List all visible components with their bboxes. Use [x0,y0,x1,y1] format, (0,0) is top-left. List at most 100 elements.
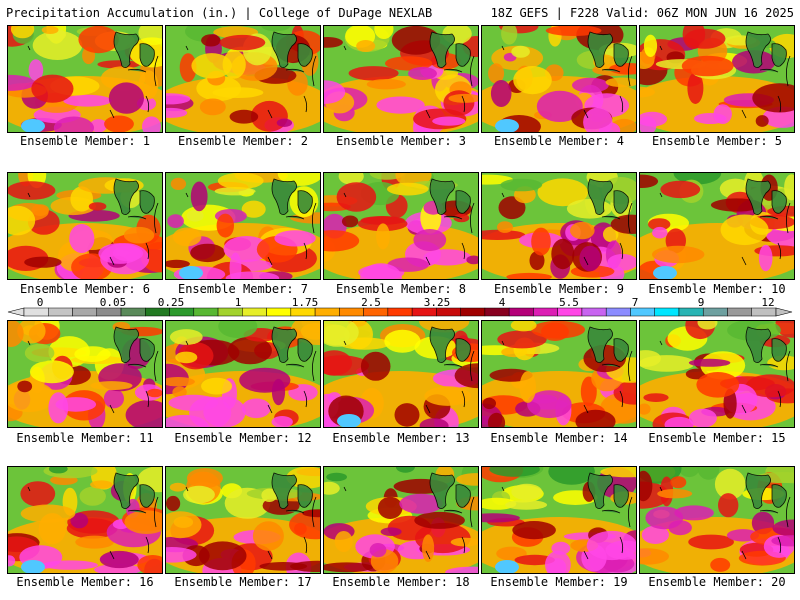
precip-field-map [166,26,320,132]
precip-field-map [324,321,478,427]
map-title: Precipitation Accumulation (in.) | Colle… [6,6,433,20]
ensemble-member-label: Ensemble Member: 19 [490,575,628,589]
colorbar-tick-label: 0.05 [100,296,127,309]
great-lakes-outline [113,326,155,368]
great-lakes-outline [113,31,155,73]
precip-field-map [8,173,162,279]
model-valid-time: 18Z GEFS | F228 Valid: 06Z MON JUN 16 20… [490,6,794,20]
ensemble-map-panel [639,466,795,574]
colorbar-swatch [727,307,752,317]
colorbar-swatch [266,307,292,317]
great-lakes-outline [587,31,629,73]
precip-field-map [8,26,162,132]
coastline-outline [659,45,791,119]
precip-field-map [482,321,636,427]
ensemble-member-label: Ensemble Member: 4 [493,134,625,148]
ensemble-map-panel [481,25,637,133]
great-lakes-outline [587,178,629,220]
coastline-outline [659,192,791,266]
coastline-outline [27,340,159,414]
ensemble-member-label: Ensemble Member: 1 [19,134,151,148]
great-lakes-outline [429,31,471,73]
colorbar-swatch [217,307,243,317]
ensemble-member-label: Ensemble Member: 7 [177,282,309,296]
ensemble-member-label: Ensemble Member: 14 [490,431,628,445]
colorbar-swatch [533,307,558,317]
ensemble-map-panel [639,320,795,428]
colorbar-swatch [169,307,195,317]
colorbar-swatch [48,307,73,317]
ensemble-member-label: Ensemble Member: 6 [19,282,151,296]
precip-field-map [324,173,478,279]
ensemble-member-label: Ensemble Member: 10 [648,282,786,296]
great-lakes-outline [745,326,787,368]
coastline-outline [185,192,317,266]
coastline-outline [343,340,475,414]
ensemble-member-label: Ensemble Member: 13 [332,431,470,445]
ensemble-map-panel [481,172,637,280]
coastline-outline [501,340,633,414]
colorbar-swatch [484,307,510,317]
coastline-outline [27,486,159,560]
precip-field-map [482,173,636,279]
ensemble-map-panel [7,25,163,133]
colorbar-high-arrow [775,307,793,317]
colorbar-swatch [557,307,583,317]
coastline-outline [501,45,633,119]
precip-field-map [640,321,794,427]
ensemble-member-label: Ensemble Member: 12 [174,431,312,445]
precip-field-map [324,467,478,573]
color-scale-legend: 0 0.05 0.25 1 1.75 2.5 3.25 4 5.5 7 9 12 [7,296,793,317]
great-lakes-outline [271,472,313,514]
colorbar-swatch [605,307,631,317]
precip-field-map [324,26,478,132]
ensemble-member-label: Ensemble Member: 3 [335,134,467,148]
ensemble-member-label: Ensemble Member: 20 [648,575,786,589]
precip-field-map [166,321,320,427]
colorbar-swatch [363,307,389,317]
ensemble-map-panel [323,320,479,428]
precip-field-map [166,173,320,279]
precip-field-map [640,467,794,573]
colorbar-tick-label: 4 [499,296,506,309]
colorbar-swatch [193,307,219,317]
colorbar-swatch [23,307,49,317]
ensemble-member-label: Ensemble Member: 18 [332,575,470,589]
coastline-outline [659,486,791,560]
colorbar-swatch [460,307,486,317]
great-lakes-outline [271,31,313,73]
ensemble-map-panel [323,466,479,574]
colorbar-tick-label: 0 [37,296,44,309]
colorbar-swatch [508,307,534,317]
coastline-outline [343,486,475,560]
colorbar-tick-label: 9 [698,296,705,309]
ensemble-member-label: Ensemble Member: 5 [651,134,783,148]
precip-field-map [8,321,162,427]
colorbar-swatch [145,307,170,317]
colorbar-tick-label: 1.75 [292,296,319,309]
coastline-outline [343,45,475,119]
colorbar-tick-label: 5.5 [559,296,579,309]
precip-field-map [482,26,636,132]
colorbar-swatch [411,307,437,317]
great-lakes-outline [745,472,787,514]
coastline-outline [659,340,791,414]
ensemble-member-label: Ensemble Member: 8 [335,282,467,296]
colorbar-swatch [751,307,777,317]
colorbar-swatch [314,307,340,317]
colorbar-low-arrow [7,307,25,317]
ensemble-member-label: Ensemble Member: 2 [177,134,309,148]
ensemble-map-panel [639,25,795,133]
colorbar-tick-label: 0.25 [158,296,185,309]
colorbar-swatch [436,307,461,317]
colorbar-swatch [702,307,728,317]
colorbar-swatch [654,307,680,317]
colorbar-swatch [120,307,146,317]
colorbar-tick-label: 1 [235,296,242,309]
great-lakes-outline [745,31,787,73]
colorbar-tick-label: 12 [761,296,774,309]
ensemble-map-panel [165,172,321,280]
coastline-outline [185,340,317,414]
colorbar-swatch [96,307,122,317]
ensemble-map-panel [323,172,479,280]
